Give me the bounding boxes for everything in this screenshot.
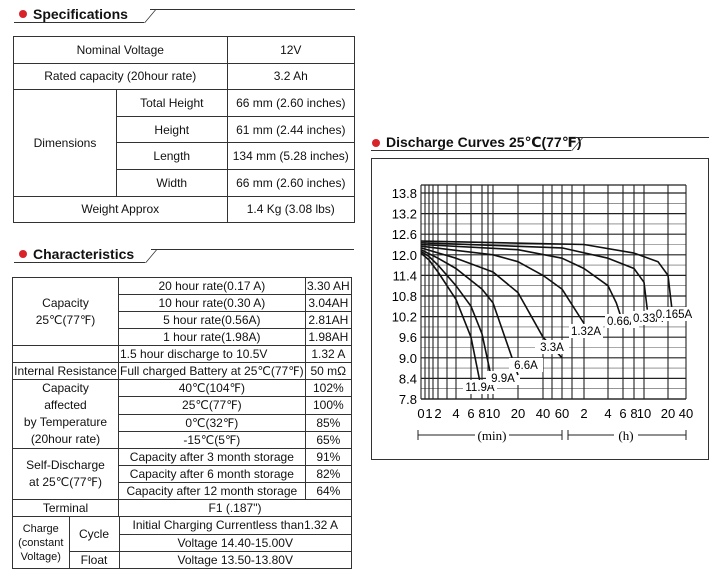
discharge-heading: Discharge Curves 25℃(77℉)	[372, 134, 582, 151]
series-label: 1.32A	[571, 326, 601, 338]
series-label-bg	[631, 311, 665, 325]
table-row: Capacity affected by Temperature (20hour…	[12, 378, 353, 449]
y-tick-label: 12.6	[392, 227, 417, 242]
x-tick-label-h: 2	[580, 406, 587, 421]
discharge-rule-right	[576, 137, 709, 138]
table-row: Rated capacity (20hour rate) 3.2 Ah	[13, 62, 356, 91]
y-tick-label: 7.8	[399, 392, 417, 407]
table-row: Capacity after 12 month storage 64%	[13, 482, 353, 500]
min-unit-bg	[475, 427, 509, 443]
table-row: 0℃(32℉) 85%	[13, 413, 353, 432]
x-tick-label-min: 1	[425, 406, 432, 421]
x-tick-label-h: 40	[679, 406, 693, 421]
charge-label: Charge (constant Voltage)	[13, 517, 70, 568]
table-row: 10 hour rate(0.30 A) 3.04AH	[13, 294, 353, 312]
x-tick-label-min: 8	[478, 406, 485, 421]
table-row: Nominal Voltage 12V	[13, 36, 356, 64]
y-tick-label: 9.6	[399, 330, 417, 345]
h-unit-bg	[614, 427, 638, 443]
y-tick-label: 13.2	[392, 207, 417, 222]
series-label: 6.6A	[514, 360, 538, 372]
y-tick-label: 9.0	[399, 351, 417, 366]
specifications-rule	[14, 22, 144, 23]
series-label: 3.3A	[540, 342, 564, 354]
table-row: Self-Discharge at 25℃(77℉) Capacity afte…	[12, 448, 353, 500]
y-tick-label: 11.4	[393, 268, 417, 283]
x-tick-label-min: 40	[536, 406, 550, 421]
x-tick-label-min: 4	[452, 406, 459, 421]
bullet-icon	[372, 138, 380, 147]
charge-subtable: Charge (constant Voltage) Cycle Initial …	[13, 517, 351, 568]
characteristics-rule	[14, 262, 145, 263]
discharge-rule	[371, 150, 571, 151]
table-row: Length 134 mm (5.28 inches)	[14, 142, 356, 170]
table-row: Internal Resistance Full charged Battery…	[12, 362, 353, 380]
series-label: 9.9A	[491, 373, 515, 385]
series-label-bg	[657, 307, 691, 321]
series-label: 0.33A	[633, 313, 663, 325]
y-tick-label: 10.2	[392, 310, 417, 325]
series-line	[420, 250, 494, 386]
x-tick-label-h: 20	[661, 406, 675, 421]
y-tick-label: 12.0	[392, 248, 417, 263]
x-tick-label-min: 20	[511, 406, 525, 421]
h-unit-label: (h)	[618, 428, 633, 443]
temperature-label: Capacity affected by Temperature (20hour…	[12, 379, 119, 449]
series-label: 0.66A	[607, 316, 637, 328]
x-tick-label-h: 6	[619, 406, 626, 421]
series-label: 0.165A	[656, 309, 693, 321]
table-row: Dimensions Total Height 66 mm (2.60 inch…	[13, 89, 356, 197]
self-discharge-label: Self-Discharge at 25℃(77℉)	[12, 448, 119, 500]
series-line	[420, 242, 649, 310]
x-tick-label-min: 60	[555, 406, 569, 421]
series-label-bg	[486, 371, 520, 385]
characteristics-rule-right	[151, 249, 354, 250]
bullet-icon	[19, 10, 27, 18]
series-line	[420, 243, 622, 317]
discharge-chart-svg: 13.8 13.2 12.6 12.0 11.4 10.8 10.2 9.6 9.0 8.4 7.8…	[392, 184, 693, 443]
y-tick-label: 8.4	[399, 371, 417, 386]
table-row: Terminal F1 (.187")	[12, 499, 352, 517]
x-tick-label-min: 2	[434, 406, 441, 421]
x-tick-label-min: 6	[467, 406, 474, 421]
series-label-bg	[569, 324, 603, 338]
series-label-bg	[535, 340, 569, 354]
series-label-bg	[509, 358, 543, 372]
y-tick-label: 13.8	[392, 186, 417, 201]
capacity-label: Capacity 25℃(77℉)	[12, 277, 119, 346]
series-line	[420, 245, 585, 324]
min-unit-label: (min)	[478, 428, 507, 443]
table-row: Width 66 mm (2.60 inches)	[14, 168, 356, 197]
x-tick-label-min: 0	[417, 406, 424, 421]
specifications-table: Nominal Voltage 12V Rated capacity (20ho…	[13, 36, 356, 224]
series-line	[420, 240, 673, 310]
table-row: Weight Approx 1.4 Kg (3.08 lbs)	[13, 195, 356, 224]
table-row: 5 hour rate(0.56A) 2.81AH	[13, 311, 353, 329]
x-tick-label-h: 10	[637, 406, 651, 421]
table-row: Capacity 25℃(77℉) 20 hour rate(0.17 A) 3…	[12, 277, 353, 346]
series-line	[420, 252, 483, 393]
specifications-heading: Specifications	[19, 6, 128, 22]
x-tick-label-h: 8	[630, 406, 637, 421]
characteristics-heading: Characteristics	[19, 246, 134, 262]
y-tick-label: 10.8	[392, 289, 417, 304]
table-row: Capacity after 6 month storage 82%	[13, 465, 353, 483]
characteristics-table: Capacity 25℃(77℉) 20 hour rate(0.17 A) 3…	[12, 277, 353, 569]
discharge-chart: 13.8 13.2 12.6 12.0 11.4 10.8 10.2 9.6 9.0 8.4 7.8…	[371, 158, 709, 460]
x-tick-label-h: 4	[604, 406, 611, 421]
specifications-rule-right	[150, 9, 355, 10]
table-row: Height 61 mm (2.44 inches)	[14, 115, 356, 144]
table-row: 1.5 hour discharge to 10.5V 1.32 A	[12, 345, 353, 363]
table-row: -15℃(5℉) 65%	[13, 430, 353, 450]
x-tick-label-min: 10	[486, 406, 500, 421]
series-line	[420, 248, 519, 376]
bullet-icon	[19, 250, 27, 258]
table-row: Charge (constant Voltage) Cycle Initial …	[12, 516, 352, 569]
series-label-bg	[605, 314, 639, 328]
